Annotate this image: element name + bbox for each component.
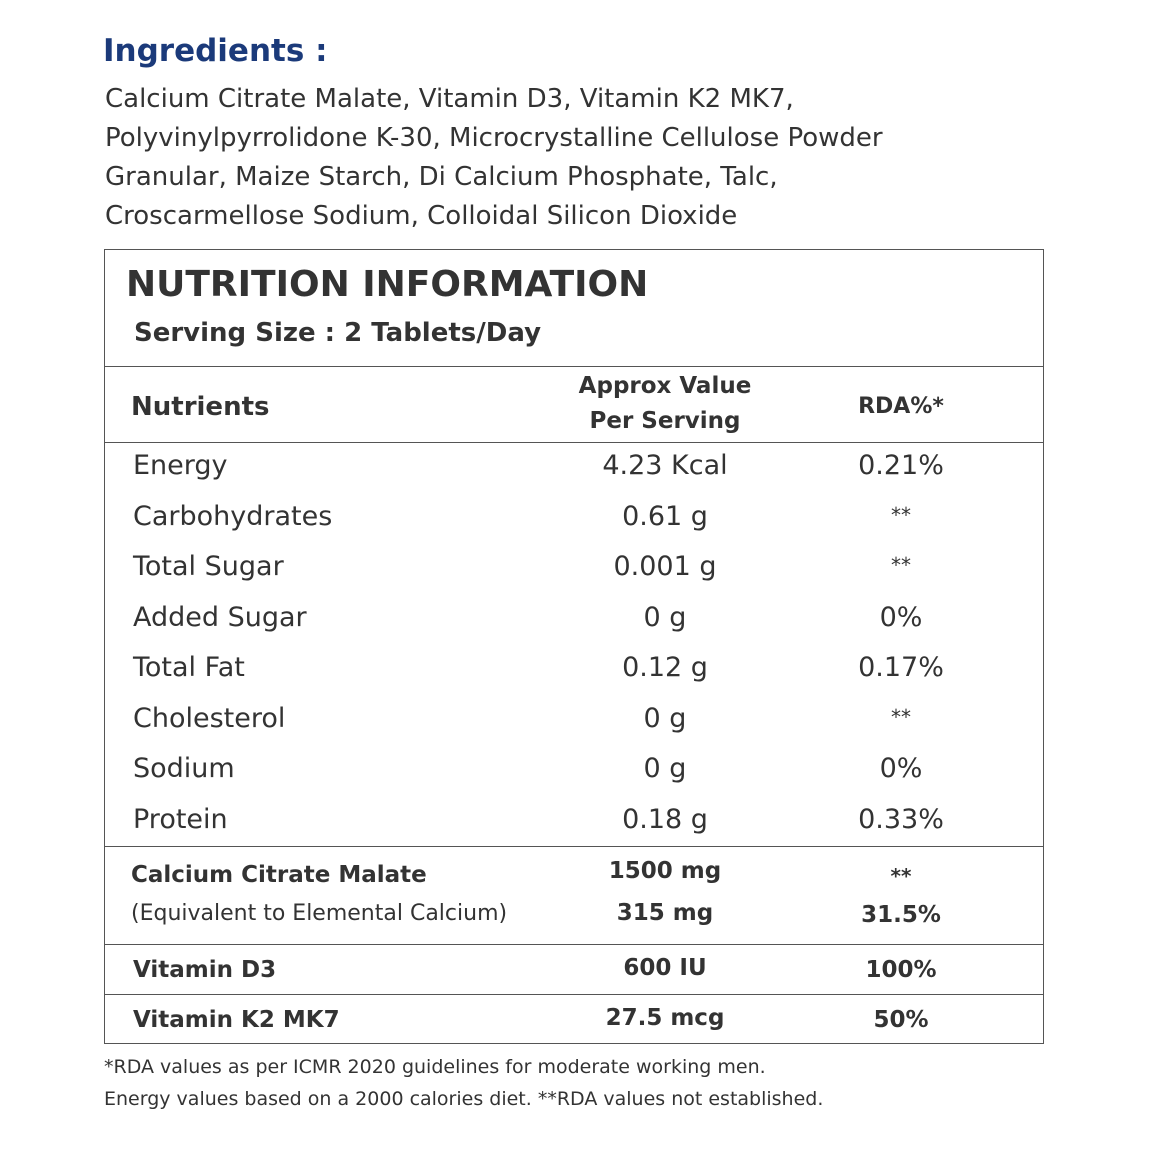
nutrient-value: 0.001 g (613, 551, 717, 582)
nutrient-name: Cholesterol (133, 702, 286, 734)
nutrient-value: 0 g (643, 702, 687, 734)
nutrient-value: 0 g (643, 601, 687, 633)
ingredients-title: Ingredients : (103, 33, 328, 69)
calcium-rda: ** (890, 864, 912, 888)
nutrition-title: NUTRITION INFORMATION (126, 264, 649, 305)
header-rda: RDA%* (858, 394, 944, 419)
nutrient-name: Sodium (133, 753, 235, 784)
nutrient-rda: 0.17% (858, 652, 944, 683)
vitamin-name: Vitamin K2 MK7 (133, 1007, 340, 1033)
serving-size: Serving Size : 2 Tablets/Day (134, 318, 542, 348)
nutrient-value: 4.23 Kcal (602, 450, 728, 481)
calcium-value: 1500 mg (608, 858, 722, 884)
divider (105, 846, 1043, 847)
vitamin-value: 600 IU (623, 955, 707, 981)
nutrient-rda: 0.21% (858, 450, 944, 481)
header-approx: Per Serving (589, 408, 741, 434)
vitamin-name: Vitamin D3 (133, 957, 277, 983)
footnote: *RDA values as per ICMR 2020 guidelines … (104, 1056, 766, 1078)
ingredients-line: Calcium Citrate Malate, Vitamin D3, Vita… (105, 84, 794, 114)
nutrient-value: 0 g (643, 753, 687, 784)
nutrient-name: Energy (133, 450, 228, 481)
divider (105, 944, 1043, 945)
calcium-name: Calcium Citrate Malate (131, 862, 427, 888)
nutrient-rda: ** (891, 553, 911, 577)
nutrient-rda: ** (891, 704, 911, 729)
nutrient-value: 0.61 g (622, 500, 708, 532)
vitamin-rda: 100% (865, 957, 937, 983)
nutrient-name: Total Sugar (133, 551, 284, 582)
nutrient-name: Total Fat (133, 652, 245, 683)
nutrition-box (104, 249, 1044, 1044)
calcium-rda: 31.5% (861, 902, 941, 928)
vitamin-value: 27.5 mcg (605, 1005, 725, 1031)
nutrient-name: Added Sugar (133, 601, 307, 633)
header-nutrients: Nutrients (131, 392, 270, 422)
nutrient-value: 0.12 g (622, 652, 708, 683)
nutrient-name: Protein (133, 803, 228, 835)
nutrient-rda: 0% (879, 601, 923, 633)
ingredients-line: Granular, Maize Starch, Di Calcium Phosp… (105, 162, 778, 192)
header-approx: Approx Value (578, 373, 752, 399)
vitamin-rda: 50% (873, 1007, 929, 1033)
nutrient-rda: 0.33% (858, 803, 944, 835)
calcium-value: 315 mg (616, 900, 714, 926)
footnote: Energy values based on a 2000 calories d… (104, 1088, 824, 1110)
nutrient-rda: ** (891, 502, 911, 527)
divider (105, 366, 1043, 367)
nutrient-name: Carbohydrates (133, 500, 333, 532)
calcium-sub: (Equivalent to Elemental Calcium) (131, 901, 508, 926)
ingredients-line: Polyvinylpyrrolidone K-30, Microcrystall… (105, 123, 883, 153)
divider (105, 994, 1043, 995)
ingredients-line: Croscarmellose Sodium, Colloidal Silicon… (105, 201, 738, 231)
nutrient-value: 0.18 g (622, 803, 708, 835)
divider (105, 442, 1043, 443)
nutrient-rda: 0% (879, 753, 923, 784)
